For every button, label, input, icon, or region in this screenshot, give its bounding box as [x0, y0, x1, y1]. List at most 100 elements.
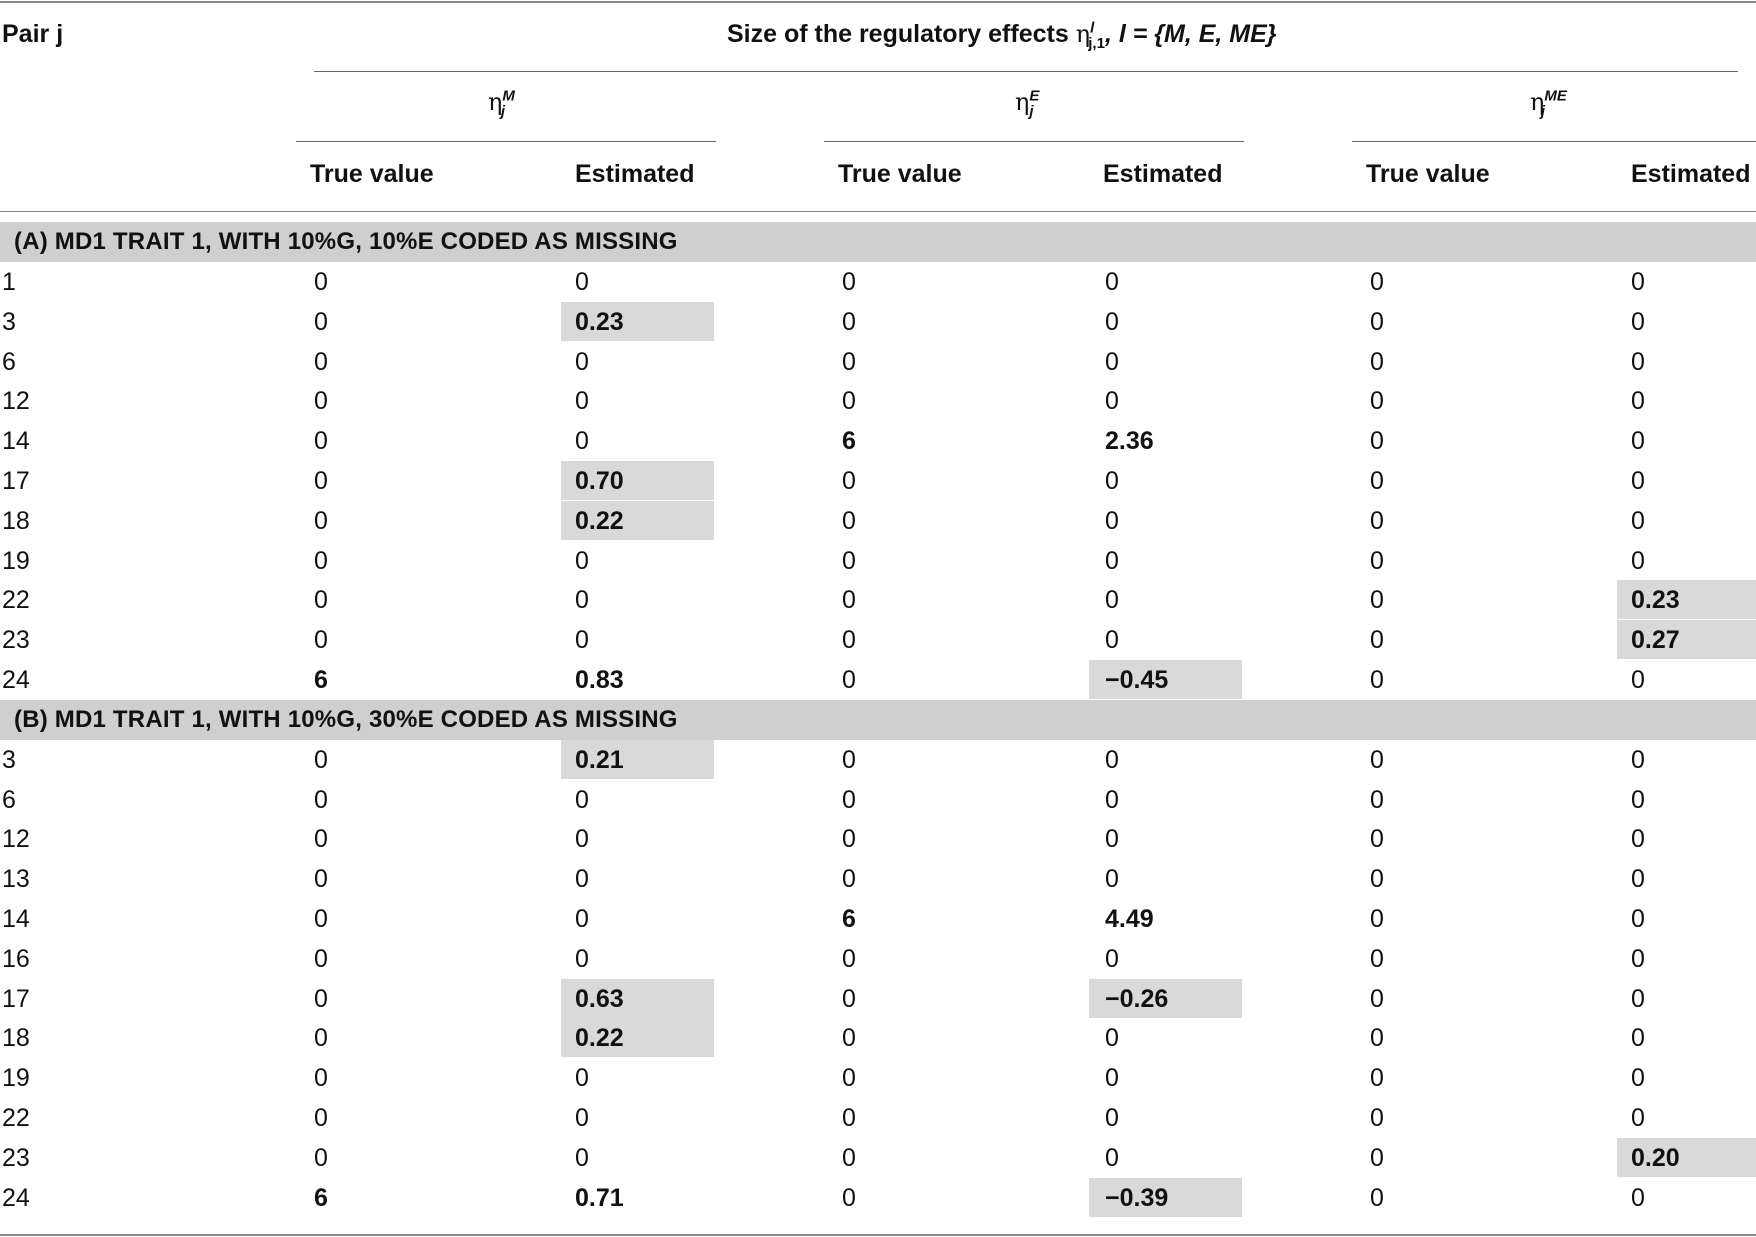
value-cell: 0 [1631, 865, 1645, 894]
group-underline-e [824, 141, 1244, 142]
value-cell: 0 [575, 427, 589, 456]
value-cell: −0.45 [1105, 666, 1169, 694]
value-cell: 0 [1631, 825, 1645, 854]
value-cell: 0 [1105, 626, 1119, 655]
value-cell: 0 [314, 506, 328, 535]
highlight-cell-bg [561, 739, 714, 779]
value-cell: 0 [1370, 825, 1384, 854]
title-suffix: , l = {M, E, ME} [1104, 20, 1277, 48]
highlight-cell-bg [561, 500, 714, 540]
title-prefix: Size of the regulatory effects [727, 20, 1076, 48]
value-cell: 0 [1105, 387, 1119, 416]
value-cell: 0 [1105, 785, 1119, 814]
value-cell: 0 [314, 1143, 328, 1172]
subcol-header-1: Estimated [575, 160, 695, 188]
value-cell: 0 [314, 347, 328, 376]
value-cell: 0 [1370, 984, 1384, 1013]
value-cell: 0 [842, 1064, 856, 1093]
subcol-header-3: Estimated [1103, 160, 1223, 188]
value-cell: 0 [1370, 467, 1384, 495]
value-cell: 0 [1370, 268, 1384, 296]
pair-cell: 6 [2, 347, 16, 376]
value-cell: 0 [842, 268, 856, 296]
value-cell: 0 [314, 944, 328, 973]
value-cell: 0 [1370, 307, 1384, 336]
highlight-cell-bg [1089, 660, 1242, 699]
value-cell: 0 [1370, 785, 1384, 814]
value-cell: −0.39 [1105, 1183, 1169, 1212]
value-cell: 0 [1631, 785, 1645, 814]
value-cell: −0.26 [1105, 984, 1169, 1013]
value-cell: 2.36 [1105, 427, 1154, 456]
value-cell: 0 [842, 666, 856, 694]
value-cell: 0 [1631, 307, 1645, 336]
value-cell: 0 [314, 984, 328, 1013]
value-cell: 0 [314, 745, 328, 774]
highlight-cell-bg [561, 461, 714, 500]
value-cell: 0 [1631, 1104, 1645, 1132]
value-cell: 0 [842, 825, 856, 854]
title-underline [314, 71, 1738, 72]
subcol-header-5: Estimated [1631, 160, 1751, 188]
subcol-header-2: True value [838, 160, 962, 188]
value-cell: 6 [842, 905, 856, 933]
value-cell: 0 [575, 546, 589, 575]
value-cell: 0 [842, 1183, 856, 1212]
value-cell: 0 [314, 586, 328, 615]
value-cell: 0 [1105, 745, 1119, 774]
section-band: (A) MD1 TRAIT 1, WITH 10%G, 10%E CODED A… [0, 222, 1756, 262]
value-cell: 0 [575, 387, 589, 416]
highlight-cell-bg [561, 1018, 714, 1058]
value-cell: 0.63 [575, 984, 624, 1013]
value-cell: 0 [314, 307, 328, 336]
highlight-cell-bg [1617, 620, 1756, 660]
value-cell: 0 [1631, 347, 1645, 376]
value-cell: 0 [575, 1143, 589, 1172]
value-cell: 0 [1631, 387, 1645, 416]
value-cell: 0 [842, 984, 856, 1013]
value-cell: 0.70 [575, 467, 624, 495]
pair-cell: 3 [2, 745, 16, 774]
pair-cell: 23 [2, 1143, 30, 1172]
value-cell: 0 [314, 1024, 328, 1053]
value-cell: 0 [1105, 546, 1119, 575]
value-cell: 0 [1631, 666, 1645, 694]
value-cell: 0 [1370, 1064, 1384, 1093]
pair-cell: 17 [2, 467, 30, 495]
value-cell: 0 [314, 825, 328, 854]
value-cell: 0 [314, 387, 328, 416]
pair-cell: 12 [2, 825, 30, 854]
value-cell: 0 [842, 506, 856, 535]
value-cell: 0 [1105, 586, 1119, 615]
pair-cell: 18 [2, 506, 30, 535]
value-cell: 0 [1370, 626, 1384, 655]
value-cell: 0 [575, 586, 589, 615]
value-cell: 0 [842, 1143, 856, 1172]
highlight-cell-bg [561, 978, 714, 1018]
value-cell: 0 [1370, 865, 1384, 894]
value-cell: 0 [842, 467, 856, 495]
value-cell: 0 [1631, 506, 1645, 535]
value-cell: 0 [1105, 865, 1119, 894]
value-cell: 0 [575, 1064, 589, 1093]
group-underline-me [1352, 141, 1756, 142]
pair-cell: 14 [2, 427, 30, 456]
header-bottom-rule [0, 211, 1756, 212]
value-cell: 0 [314, 427, 328, 456]
value-cell: 0 [1105, 307, 1119, 336]
value-cell: 0 [1631, 944, 1645, 973]
value-cell: 0 [1631, 984, 1645, 1013]
group-underline-m [296, 141, 716, 142]
value-cell: 0 [1631, 427, 1645, 456]
highlight-cell-bg [1089, 1177, 1242, 1217]
value-cell: 6 [314, 666, 328, 694]
value-cell: 0 [842, 307, 856, 336]
value-cell: 0 [842, 626, 856, 655]
value-cell: 0 [314, 268, 328, 296]
value-cell: 0 [1631, 1064, 1645, 1093]
value-cell: 0.27 [1631, 626, 1680, 655]
value-cell: 0 [1370, 586, 1384, 615]
value-cell: 0 [1370, 1183, 1384, 1212]
value-cell: 0 [1105, 268, 1119, 296]
